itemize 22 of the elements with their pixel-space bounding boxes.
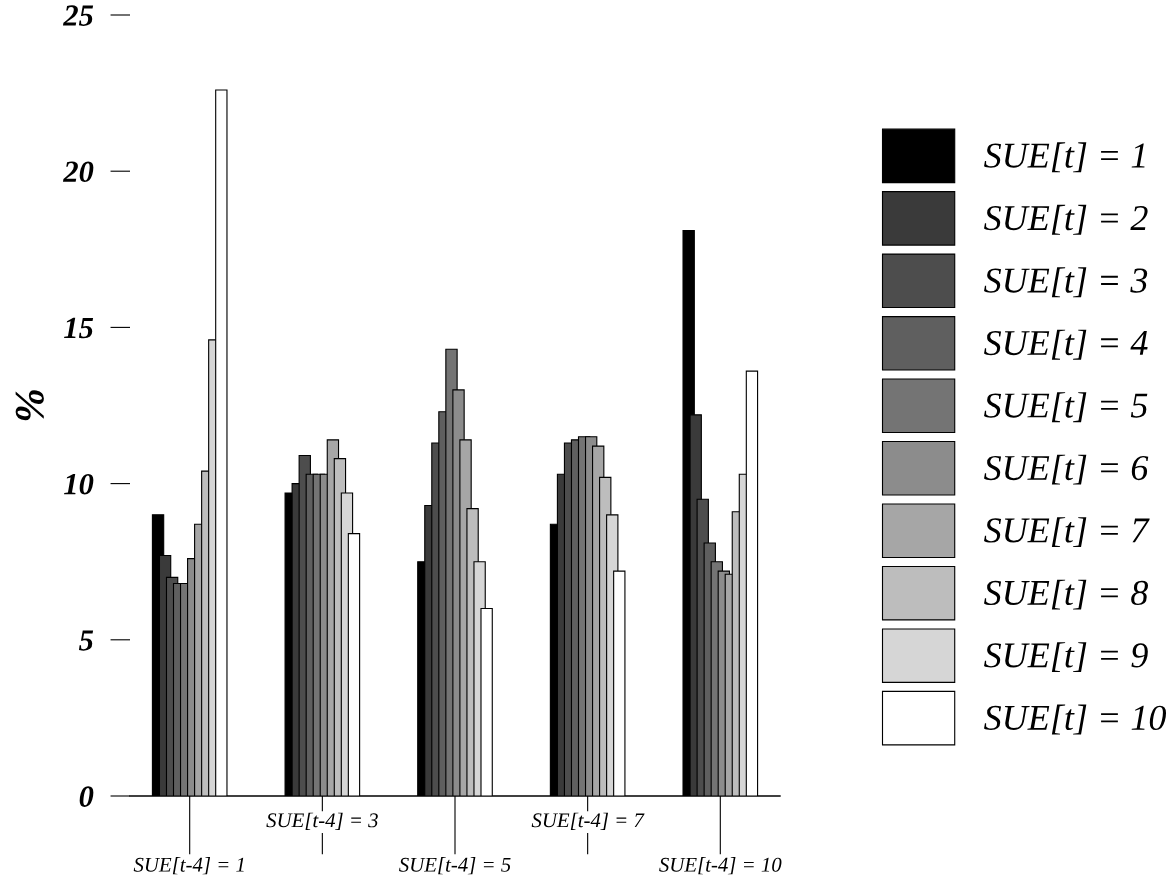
y-tick-label: 15 [64, 317, 94, 339]
y-tick-label: 10 [64, 473, 94, 495]
legend-label: SUE[t] = 10 [984, 704, 1167, 735]
x-tick-label: SUE[t-4] = 5 [399, 857, 511, 875]
y-tick-label: 25 [62, 5, 94, 26]
x-tick-label: SUE[t-4] = 10 [659, 857, 782, 875]
legend-label: SUE[t] = 7 [984, 517, 1150, 548]
legend-label: SUE[t] = 3 [984, 267, 1148, 298]
legend-label: SUE[t] = 6 [984, 454, 1149, 485]
x-tick-label: SUE[t-4] = 1 [133, 857, 244, 875]
legend-label: SUE[t] = 4 [984, 329, 1148, 360]
legend-label: SUE[t] = 9 [984, 642, 1148, 673]
y-tick-label: 20 [62, 161, 94, 183]
legend-label: SUE[t] = 8 [984, 579, 1149, 610]
y-axis-title: % [15, 390, 44, 421]
x-tick-label: SUE[t-4] = 3 [266, 812, 378, 830]
legend-label: SUE[t] = 2 [984, 204, 1148, 235]
legend-label: SUE[t] = 1 [984, 142, 1145, 173]
legend-label: SUE[t] = 5 [984, 392, 1148, 423]
y-tick-label: 5 [78, 630, 94, 651]
y-tick-label: 0 [79, 786, 94, 807]
x-tick-label: SUE[t-4] = 7 [531, 812, 645, 830]
